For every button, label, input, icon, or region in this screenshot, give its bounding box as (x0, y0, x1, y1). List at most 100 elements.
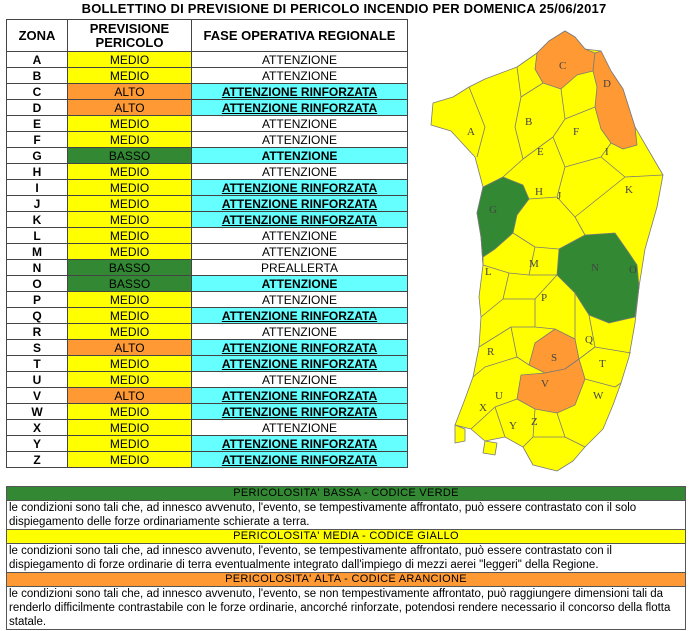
fase-cell: ATTENZIONE RINFORZATA (191, 387, 408, 404)
fase-cell: ATTENZIONE RINFORZATA (191, 403, 408, 420)
zone-cell: J (6, 195, 68, 212)
previsione-cell: MEDIO (67, 371, 192, 388)
previsione-cell: MEDIO (67, 323, 192, 340)
table-row: K MEDIO ATTENZIONE RINFORZATA (6, 211, 408, 228)
zone-cell: B (6, 67, 68, 84)
table-row: C ALTO ATTENZIONE RINFORZATA (6, 83, 408, 100)
zone-cell: Y (6, 435, 68, 452)
zone-cell: M (6, 243, 68, 260)
previsione-cell: MEDIO (67, 451, 192, 468)
map-label-q: Q (585, 334, 593, 346)
zone-cell: D (6, 99, 68, 116)
table-row: R MEDIO ATTENZIONE (6, 323, 408, 340)
zone-cell: F (6, 131, 68, 148)
table-row: M MEDIO ATTENZIONE (6, 243, 408, 260)
previsione-cell: MEDIO (67, 355, 192, 372)
map-label-g: G (489, 204, 497, 216)
fase-cell: ATTENZIONE RINFORZATA (191, 451, 408, 468)
map-label-p: P (541, 292, 547, 304)
header-fase: FASE OPERATIVA REGIONALE (191, 19, 408, 52)
previsione-cell: MEDIO (67, 307, 192, 324)
zone-cell: X (6, 419, 68, 436)
fase-cell: ATTENZIONE RINFORZATA (191, 195, 408, 212)
previsione-cell: MEDIO (67, 227, 192, 244)
fase-cell: ATTENZIONE (191, 243, 408, 260)
table-row: V ALTO ATTENZIONE RINFORZATA (6, 387, 408, 404)
table-row: P MEDIO ATTENZIONE (6, 291, 408, 308)
previsione-cell: MEDIO (67, 435, 192, 452)
bulletin-title: BOLLETTINO DI PREVISIONE DI PERICOLO INC… (81, 1, 607, 16)
fase-cell: ATTENZIONE RINFORZATA (191, 211, 408, 228)
zone-g-area (476, 176, 530, 266)
map-label-f: F (573, 126, 579, 138)
previsione-cell: ALTO (67, 339, 192, 356)
table-row: X MEDIO ATTENZIONE (6, 419, 408, 436)
previsione-cell: BASSO (67, 147, 192, 164)
map-label-c: C (559, 60, 566, 72)
fase-cell: ATTENZIONE RINFORZATA (191, 83, 408, 100)
map-label-b: B (525, 116, 532, 128)
zone-v-area (516, 358, 586, 414)
zone-cell: I (6, 179, 68, 196)
zone-cell: N (6, 259, 68, 276)
header-previsione: PREVISIONE PERICOLO (67, 19, 192, 52)
map-label-n: N (591, 262, 599, 274)
fase-cell: ATTENZIONE (191, 419, 408, 436)
sardinia-map: A B C D E F G H I J K L M N O P Q R S T … (430, 30, 664, 472)
zones-table: ZONA PREVISIONE PERICOLO FASE OPERATIVA … (6, 19, 408, 468)
fase-cell: ATTENZIONE RINFORZATA (191, 307, 408, 324)
zone-cell: H (6, 163, 68, 180)
table-row: T MEDIO ATTENZIONE RINFORZATA (6, 355, 408, 372)
zone-cell: E (6, 115, 68, 132)
zone-cell: L (6, 227, 68, 244)
zone-cell: R (6, 323, 68, 340)
fase-cell: ATTENZIONE (191, 371, 408, 388)
table-row: U MEDIO ATTENZIONE (6, 371, 408, 388)
fase-cell: ATTENZIONE (191, 115, 408, 132)
previsione-cell: MEDIO (67, 131, 192, 148)
fase-cell: ATTENZIONE RINFORZATA (191, 435, 408, 452)
table-row: E MEDIO ATTENZIONE (6, 115, 408, 132)
header-zona: ZONA (6, 19, 68, 52)
map-label-i: I (605, 146, 609, 158)
risk-legend: PERICOLOSITA' BASSA - CODICE VERDE le co… (6, 486, 686, 630)
zone-n-area (556, 232, 640, 324)
previsione-cell: MEDIO (67, 51, 192, 68)
table-row: Z MEDIO ATTENZIONE RINFORZATA (6, 451, 408, 468)
map-label-t: T (599, 358, 606, 370)
legend-bassa-title: PERICOLOSITA' BASSA - CODICE VERDE (7, 487, 685, 501)
map-label-m: M (529, 258, 539, 270)
table-row: G BASSO ATTENZIONE (6, 147, 408, 164)
previsione-cell: MEDIO (67, 163, 192, 180)
zone-cell: G (6, 147, 68, 164)
fase-cell: ATTENZIONE RINFORZATA (191, 179, 408, 196)
fase-cell: ATTENZIONE RINFORZATA (191, 99, 408, 116)
zone-cell: S (6, 339, 68, 356)
table-row: Y MEDIO ATTENZIONE RINFORZATA (6, 435, 408, 452)
fase-cell: ATTENZIONE (191, 131, 408, 148)
fase-cell: ATTENZIONE (191, 291, 408, 308)
legend-alta-text: le condizioni sono tali che, ad innesco … (7, 587, 685, 630)
map-label-k: K (625, 184, 633, 196)
previsione-cell: MEDIO (67, 179, 192, 196)
map-label-o: O (629, 264, 637, 276)
previsione-cell: ALTO (67, 387, 192, 404)
zone-cell: V (6, 387, 68, 404)
previsione-cell: MEDIO (67, 115, 192, 132)
legend-alta-title: PERICOLOSITA' ALTA - CODICE ARANCIONE (7, 573, 685, 587)
table-row: F MEDIO ATTENZIONE (6, 131, 408, 148)
previsione-cell: MEDIO (67, 291, 192, 308)
previsione-cell: BASSO (67, 275, 192, 292)
table-row: Q MEDIO ATTENZIONE RINFORZATA (6, 307, 408, 324)
map-label-e: E (537, 146, 544, 158)
fase-cell: ATTENZIONE RINFORZATA (191, 355, 408, 372)
map-label-d: D (603, 78, 611, 90)
fase-cell: ATTENZIONE (191, 163, 408, 180)
map-label-v: V (541, 378, 549, 390)
legend-bassa-text: le condizioni sono tali che, ad innesco … (7, 501, 685, 530)
previsione-cell: MEDIO (67, 67, 192, 84)
zone-cell: P (6, 291, 68, 308)
previsione-cell: MEDIO (67, 419, 192, 436)
map-label-y: Y (509, 420, 517, 432)
zone-cell: C (6, 83, 68, 100)
